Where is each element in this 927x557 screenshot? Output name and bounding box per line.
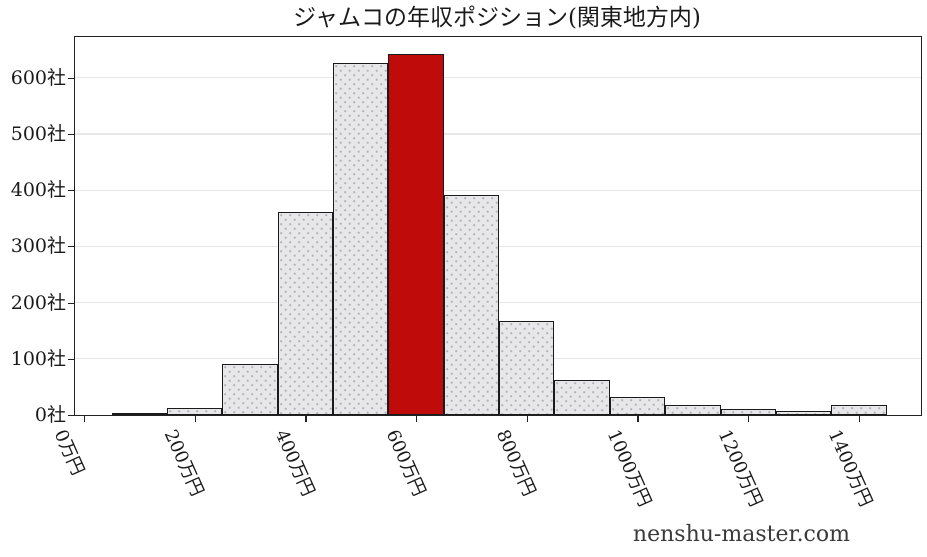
y-axis-tick-label: 400社 [10, 179, 66, 202]
x-tick-mark [858, 416, 861, 422]
x-axis-tick-label: 0万円 [49, 426, 88, 479]
histogram-bar [831, 405, 887, 415]
y-gridline [74, 133, 921, 135]
histogram-bar [443, 194, 500, 415]
x-axis-tick-label: 800万円 [492, 426, 540, 500]
histogram-bar [609, 397, 666, 415]
plot-area [73, 36, 922, 416]
histogram-bar [554, 380, 610, 415]
histogram-bar [111, 413, 167, 415]
histogram-bar [720, 409, 776, 415]
y-axis-tick-label: 0社 [34, 404, 66, 426]
y-axis-tick-label: 200社 [10, 291, 66, 314]
x-tick-mark [416, 416, 418, 422]
histogram-bar [775, 410, 832, 415]
y-axis-tick-label: 600社 [10, 66, 66, 89]
y-tick-mark [68, 358, 74, 360]
x-axis-tick-label: 200万円 [159, 426, 208, 500]
y-axis-tick-label: 300社 [10, 235, 66, 258]
y-tick-mark [68, 246, 74, 248]
y-tick-mark [68, 133, 74, 136]
x-axis-tick-label: 1000万円 [602, 426, 656, 510]
histogram-bar [222, 364, 278, 415]
x-axis-tick-label: 1400万円 [824, 426, 877, 510]
y-tick-mark [68, 414, 74, 417]
histogram-bar [333, 62, 389, 415]
y-tick-mark [68, 302, 74, 304]
x-tick-mark [637, 416, 639, 422]
histogram-bar [167, 408, 223, 415]
histogram-bar [277, 212, 334, 415]
x-axis-tick-label: 1200万円 [713, 426, 766, 510]
x-tick-mark [526, 416, 528, 422]
x-tick-mark [305, 416, 307, 422]
y-tick-mark [68, 77, 74, 79]
y-gridline [74, 189, 921, 191]
x-tick-mark [748, 416, 750, 422]
y-gridline [74, 77, 921, 79]
x-axis-tick-label: 600万円 [381, 426, 430, 500]
histogram-bar [499, 321, 555, 415]
watermark: nenshu-master.com [632, 522, 850, 547]
x-tick-mark [194, 416, 196, 422]
y-tick-mark [68, 190, 74, 192]
highlighted-bar [388, 54, 444, 415]
x-tick-mark [83, 416, 86, 422]
y-axis-tick-label: 500社 [10, 123, 66, 145]
chart-title: ジャムコの年収ポジション(関東地方内) [293, 5, 701, 31]
x-axis-tick-label: 400万円 [270, 426, 319, 500]
y-axis-tick-label: 100社 [10, 347, 66, 370]
histogram-bar [665, 404, 721, 415]
